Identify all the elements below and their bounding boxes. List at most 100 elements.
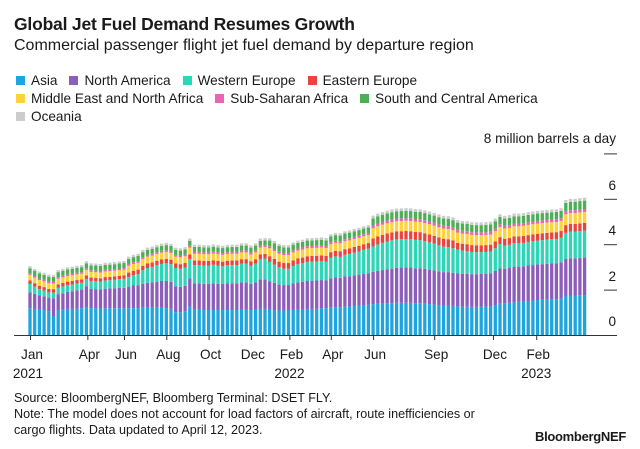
bar-segment-eastern-europe xyxy=(150,262,154,267)
bar-segment-eastern-europe xyxy=(51,289,56,293)
x-tick-label: Apr xyxy=(78,347,100,362)
bar-segment-eastern-europe xyxy=(28,280,32,284)
y-tick-label: 0 xyxy=(608,314,616,329)
bar-segment-middle-east-and-north-africa xyxy=(117,270,121,276)
legend-item-oceania: Oceania xyxy=(16,109,82,124)
x-tick-label: Aug xyxy=(156,347,181,362)
bar-segment-north-america xyxy=(535,264,540,301)
bar-segment-oceania xyxy=(141,249,145,253)
bar-segment-eastern-europe xyxy=(174,263,178,269)
bar-segment-asia xyxy=(80,308,84,335)
bar-stack xyxy=(291,242,295,335)
bar-segment-north-america xyxy=(399,267,403,303)
bar-segment-sub-saharan-africa xyxy=(211,251,215,254)
bar-segment-oceania xyxy=(531,211,535,215)
bar-segment-oceania xyxy=(423,210,427,214)
bar-segment-western-europe xyxy=(235,265,239,284)
bar-segment-asia xyxy=(362,305,366,335)
bar-segment-north-america xyxy=(380,270,385,304)
bar-segment-asia xyxy=(42,310,46,335)
bar-segment-western-europe xyxy=(385,241,389,270)
bar-segment-oceania xyxy=(460,220,465,224)
bar-segment-eastern-europe xyxy=(145,263,150,269)
bar-segment-asia xyxy=(550,299,554,335)
bar-segment-asia xyxy=(300,309,305,335)
bar-segment-oceania xyxy=(37,271,42,274)
bar-segment-western-europe xyxy=(362,249,366,274)
bar-segment-middle-east-and-north-africa xyxy=(47,283,51,289)
bar-segment-asia xyxy=(418,303,422,335)
bar-segment-north-america xyxy=(310,280,314,309)
bar-segment-oceania xyxy=(456,219,460,223)
bar-segment-south-and-central-america xyxy=(554,211,559,220)
bar-segment-eastern-europe xyxy=(216,261,220,266)
bar-segment-eastern-europe xyxy=(329,252,333,258)
bar-segment-asia xyxy=(258,308,262,335)
bar-segment-asia xyxy=(33,308,37,335)
bar-segment-eastern-europe xyxy=(432,235,436,244)
bar-segment-south-and-central-america xyxy=(380,214,385,222)
bar-segment-north-america xyxy=(371,271,375,305)
legend-label: Western Europe xyxy=(197,73,296,88)
bar-segment-eastern-europe xyxy=(206,261,211,266)
bar-segment-sub-saharan-africa xyxy=(98,270,103,273)
bar-segment-south-and-central-america xyxy=(319,239,324,246)
bar-segment-western-europe xyxy=(380,242,385,271)
bar-segment-asia xyxy=(150,307,154,335)
bar-segment-western-europe xyxy=(47,292,51,298)
legend-swatch xyxy=(16,94,25,103)
bar-segment-eastern-europe xyxy=(117,275,121,280)
bar-segment-south-and-central-america xyxy=(103,264,107,270)
bar-segment-asia xyxy=(235,310,239,335)
bar-segment-western-europe xyxy=(564,232,568,259)
bar-segment-south-and-central-america xyxy=(188,240,192,246)
bar-segment-south-and-central-america xyxy=(253,245,258,251)
bar-segment-western-europe xyxy=(249,265,253,284)
bar-segment-north-america xyxy=(390,268,394,304)
bar-segment-sub-saharan-africa xyxy=(554,219,559,222)
bar-segment-south-and-central-america xyxy=(150,248,154,254)
bar-stack xyxy=(526,212,530,335)
legend-row-3: Oceania xyxy=(16,109,94,124)
bar-segment-south-and-central-america xyxy=(235,246,239,252)
bar-segment-middle-east-and-north-africa xyxy=(249,254,253,262)
bar-segment-north-america xyxy=(150,282,154,308)
bar-segment-south-and-central-america xyxy=(399,211,403,219)
bar-stack xyxy=(446,216,450,335)
bar-stack xyxy=(409,208,413,335)
bar-stack xyxy=(418,209,422,335)
legend-swatch xyxy=(182,76,192,85)
bar-segment-asia xyxy=(413,303,418,335)
bar-segment-middle-east-and-north-africa xyxy=(319,247,324,256)
bar-segment-south-and-central-america xyxy=(427,214,432,222)
bar-segment-eastern-europe xyxy=(399,231,403,240)
bar-stack xyxy=(324,238,328,335)
bar-segment-south-and-central-america xyxy=(578,201,582,210)
bar-segment-western-europe xyxy=(98,281,103,290)
bar-segment-western-europe xyxy=(479,252,483,274)
x-tick-label: Feb xyxy=(526,347,550,362)
bar-stack xyxy=(28,266,32,335)
bar-segment-asia xyxy=(446,305,450,335)
bar-segment-western-europe xyxy=(42,290,46,297)
bar-segment-oceania xyxy=(315,237,319,241)
bar-segment-eastern-europe xyxy=(465,244,469,252)
bar-segment-oceania xyxy=(357,227,361,231)
legend-item-north-america: North America xyxy=(69,73,171,88)
bar-segment-asia xyxy=(409,302,413,335)
bar-segment-asia xyxy=(75,308,79,335)
bar-segment-sub-saharan-africa xyxy=(291,250,295,253)
bar-stack xyxy=(98,263,103,335)
bar-segment-south-and-central-america xyxy=(366,227,371,234)
bar-stack xyxy=(37,271,42,335)
bar-stack xyxy=(465,221,469,336)
bar-segment-asia xyxy=(28,308,32,335)
bar-segment-asia xyxy=(47,311,51,336)
bar-segment-sub-saharan-africa xyxy=(573,210,577,214)
bar-segment-western-europe xyxy=(315,261,319,281)
bar-segment-oceania xyxy=(145,247,150,250)
bar-segment-north-america xyxy=(174,286,178,313)
bar-segment-sub-saharan-africa xyxy=(206,252,211,255)
bar-segment-western-europe xyxy=(103,280,107,289)
bar-segment-north-america xyxy=(221,283,225,311)
